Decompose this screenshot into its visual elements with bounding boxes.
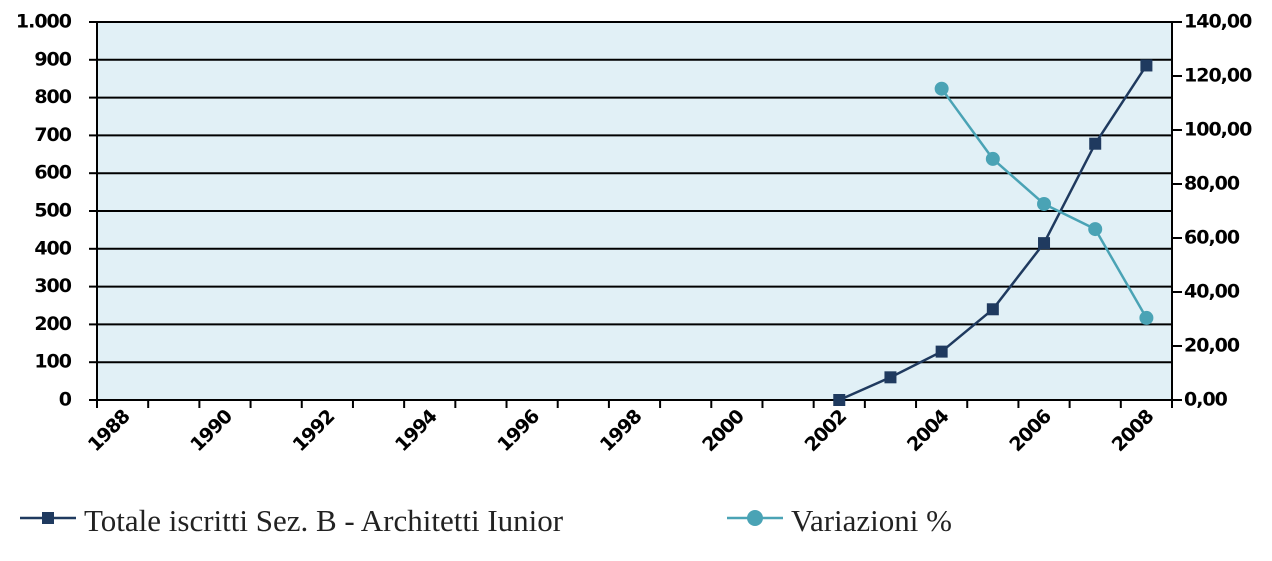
legend-marker xyxy=(42,512,54,524)
marker xyxy=(935,345,948,358)
marker xyxy=(1139,310,1154,325)
x-tick-label: 2002 xyxy=(801,406,851,456)
marker xyxy=(884,371,897,384)
y-tick-label: 400 xyxy=(34,237,71,259)
marker xyxy=(934,81,949,96)
y2-tick-label: 20,00 xyxy=(1184,335,1240,357)
y-tick-label: 500 xyxy=(34,200,71,222)
x-tick-label: 2004 xyxy=(903,405,954,456)
x-tick-label: 2006 xyxy=(1005,405,1056,456)
legend-label: Totale iscritti Sez. B - Architetti Iuni… xyxy=(84,503,564,538)
y2-tick-label: 60,00 xyxy=(1184,227,1240,249)
y-tick-label: 200 xyxy=(34,313,71,335)
y2-tick-label: 100,00 xyxy=(1184,119,1252,141)
y2-tick-label: 120,00 xyxy=(1184,65,1252,87)
x-tick-label: 1994 xyxy=(391,405,442,456)
x-tick-label: 1996 xyxy=(493,405,544,456)
y-tick-label: 900 xyxy=(34,48,71,70)
marker xyxy=(833,394,846,406)
y2-tick-label: 140,00 xyxy=(1184,11,1252,33)
marker xyxy=(1089,137,1102,150)
y-tick-label: 1.000 xyxy=(16,11,72,33)
marker xyxy=(1088,222,1103,237)
y2-tick-label: 0,00 xyxy=(1184,389,1228,411)
marker xyxy=(1037,196,1052,211)
x-tick-label: 2008 xyxy=(1108,405,1159,456)
y-tick-label: 300 xyxy=(34,275,71,297)
y-tick-label: 600 xyxy=(34,162,71,184)
marker xyxy=(985,151,1000,166)
x-tick-label: 1998 xyxy=(596,405,647,456)
x-tick-label: 2000 xyxy=(698,405,749,456)
x-tick-label: 1988 xyxy=(84,405,135,456)
marker xyxy=(986,303,999,316)
y2-tick-label: 80,00 xyxy=(1184,173,1240,195)
y-tick-label: 800 xyxy=(34,86,71,108)
x-tick-label: 1990 xyxy=(186,405,237,456)
y2-tick-label: 40,00 xyxy=(1184,281,1240,303)
y-tick-label: 700 xyxy=(34,124,71,146)
legend-marker xyxy=(747,510,763,526)
marker xyxy=(1140,59,1153,72)
y-tick-label: 0 xyxy=(59,389,72,411)
legend-label: Variazioni % xyxy=(791,503,952,538)
marker xyxy=(1038,237,1051,250)
y-tick-label: 100 xyxy=(34,351,71,373)
x-tick-label: 1992 xyxy=(289,406,339,456)
